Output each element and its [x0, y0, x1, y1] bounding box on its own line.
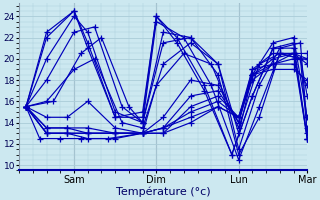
X-axis label: Température (°c): Température (°c) — [116, 186, 211, 197]
